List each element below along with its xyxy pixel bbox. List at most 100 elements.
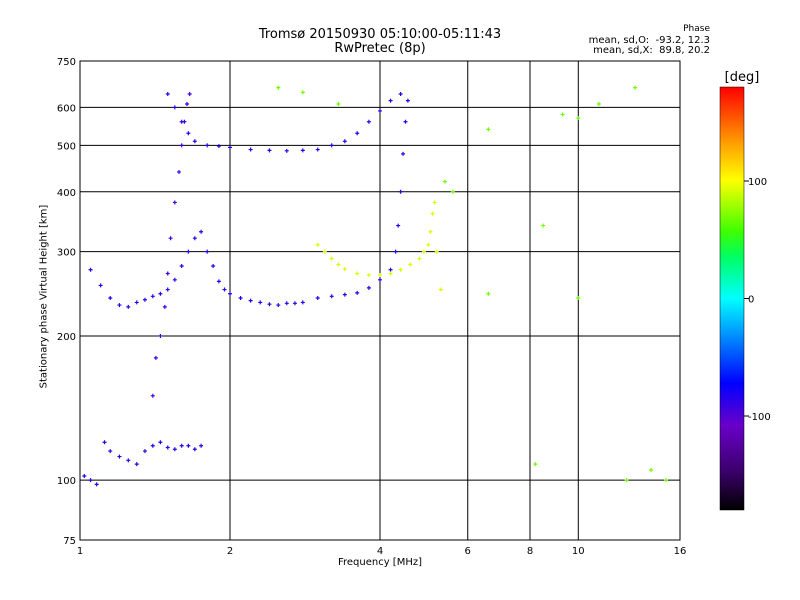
x-tick-label: 8 [527,546,533,557]
data-point [179,263,184,268]
data-point [329,143,334,148]
data-point [428,229,433,234]
data-point [150,443,155,448]
data-point [417,256,422,261]
phase-stats-o: mean, sd,O: -93.2, 12.3 [588,35,710,46]
y-tick-label: 400 [57,188,76,199]
y-tick-label: 500 [57,141,76,152]
data-point [533,462,538,467]
data-point [284,148,289,153]
data-point [315,242,320,247]
data-point [560,112,565,117]
data-point [393,249,398,254]
y-tick-label: 75 [63,536,76,547]
data-point [108,449,113,454]
data-point [258,300,263,305]
scatter-series [82,440,204,487]
x-axis-label: Frequency [MHz] [337,557,423,568]
data-point [300,90,305,95]
plot-frame [79,60,681,541]
data-point [150,393,155,398]
data-point [228,145,232,150]
data-point [336,101,341,106]
data-point [192,139,197,144]
data-point [88,478,93,483]
data-point [199,229,204,234]
chart-subtitle: RwPretec (8p) [334,41,426,56]
data-point [216,279,221,284]
data-point [403,119,408,124]
data-point [134,300,139,305]
y-tick-label: 100 [57,476,76,487]
data-point [162,304,167,309]
data-point [426,242,431,247]
y-tick-label: 600 [57,103,76,114]
data-point [176,169,181,174]
data-point [342,139,347,144]
data-point [378,273,382,278]
data-point [267,302,272,307]
data-point [165,287,170,292]
data-point [388,267,393,272]
data-point [388,271,393,276]
data-point [82,474,87,479]
data-point [434,249,439,254]
data-point [342,292,347,297]
data-point [158,440,163,445]
data-point [329,256,334,261]
data-point [117,303,122,308]
data-point [172,200,177,205]
data-point [336,262,341,267]
data-point [401,151,406,156]
data-point [192,447,197,452]
data-point [248,147,253,152]
data-point [153,355,158,360]
x-tick-label: 10 [572,546,585,557]
data-point [315,147,320,152]
data-point [248,298,253,303]
scatter-series [88,98,410,309]
y-tick-label: 300 [57,248,76,259]
scatter-series [315,200,443,292]
x-tick-label: 16 [674,546,687,557]
data-point [355,271,360,276]
colorbar-tick-label: 100 [748,177,767,188]
data-point [355,131,360,136]
data-point [88,267,93,272]
data-point [179,143,184,148]
data-point [366,285,371,290]
data-point [205,143,210,148]
data-point [284,301,289,306]
data-point [165,445,170,450]
colorbar-label: [deg] [724,70,760,85]
data-point [165,271,170,276]
data-point [430,211,435,216]
data-point [292,301,297,306]
data-point [172,447,177,452]
data-point [378,108,382,113]
data-point [366,273,371,278]
data-point [142,449,147,454]
data-point [216,144,221,149]
data-point [186,443,191,448]
data-point [388,98,393,103]
data-point [329,294,334,299]
data-point [322,249,327,254]
data-point [126,458,131,463]
data-point [398,189,403,194]
data-point [276,303,281,308]
data-point [205,249,210,254]
data-point [267,148,272,153]
data-point [486,291,491,296]
data-point [182,119,187,124]
data-point [486,127,491,132]
data-point [442,179,447,184]
data-point [158,333,163,338]
data-point [222,287,227,292]
data-point [186,249,191,254]
data-point [633,85,638,90]
y-tick-label: 200 [57,332,76,343]
phase-stats-heading: Phase [683,24,710,34]
x-tick-label: 4 [377,546,383,557]
